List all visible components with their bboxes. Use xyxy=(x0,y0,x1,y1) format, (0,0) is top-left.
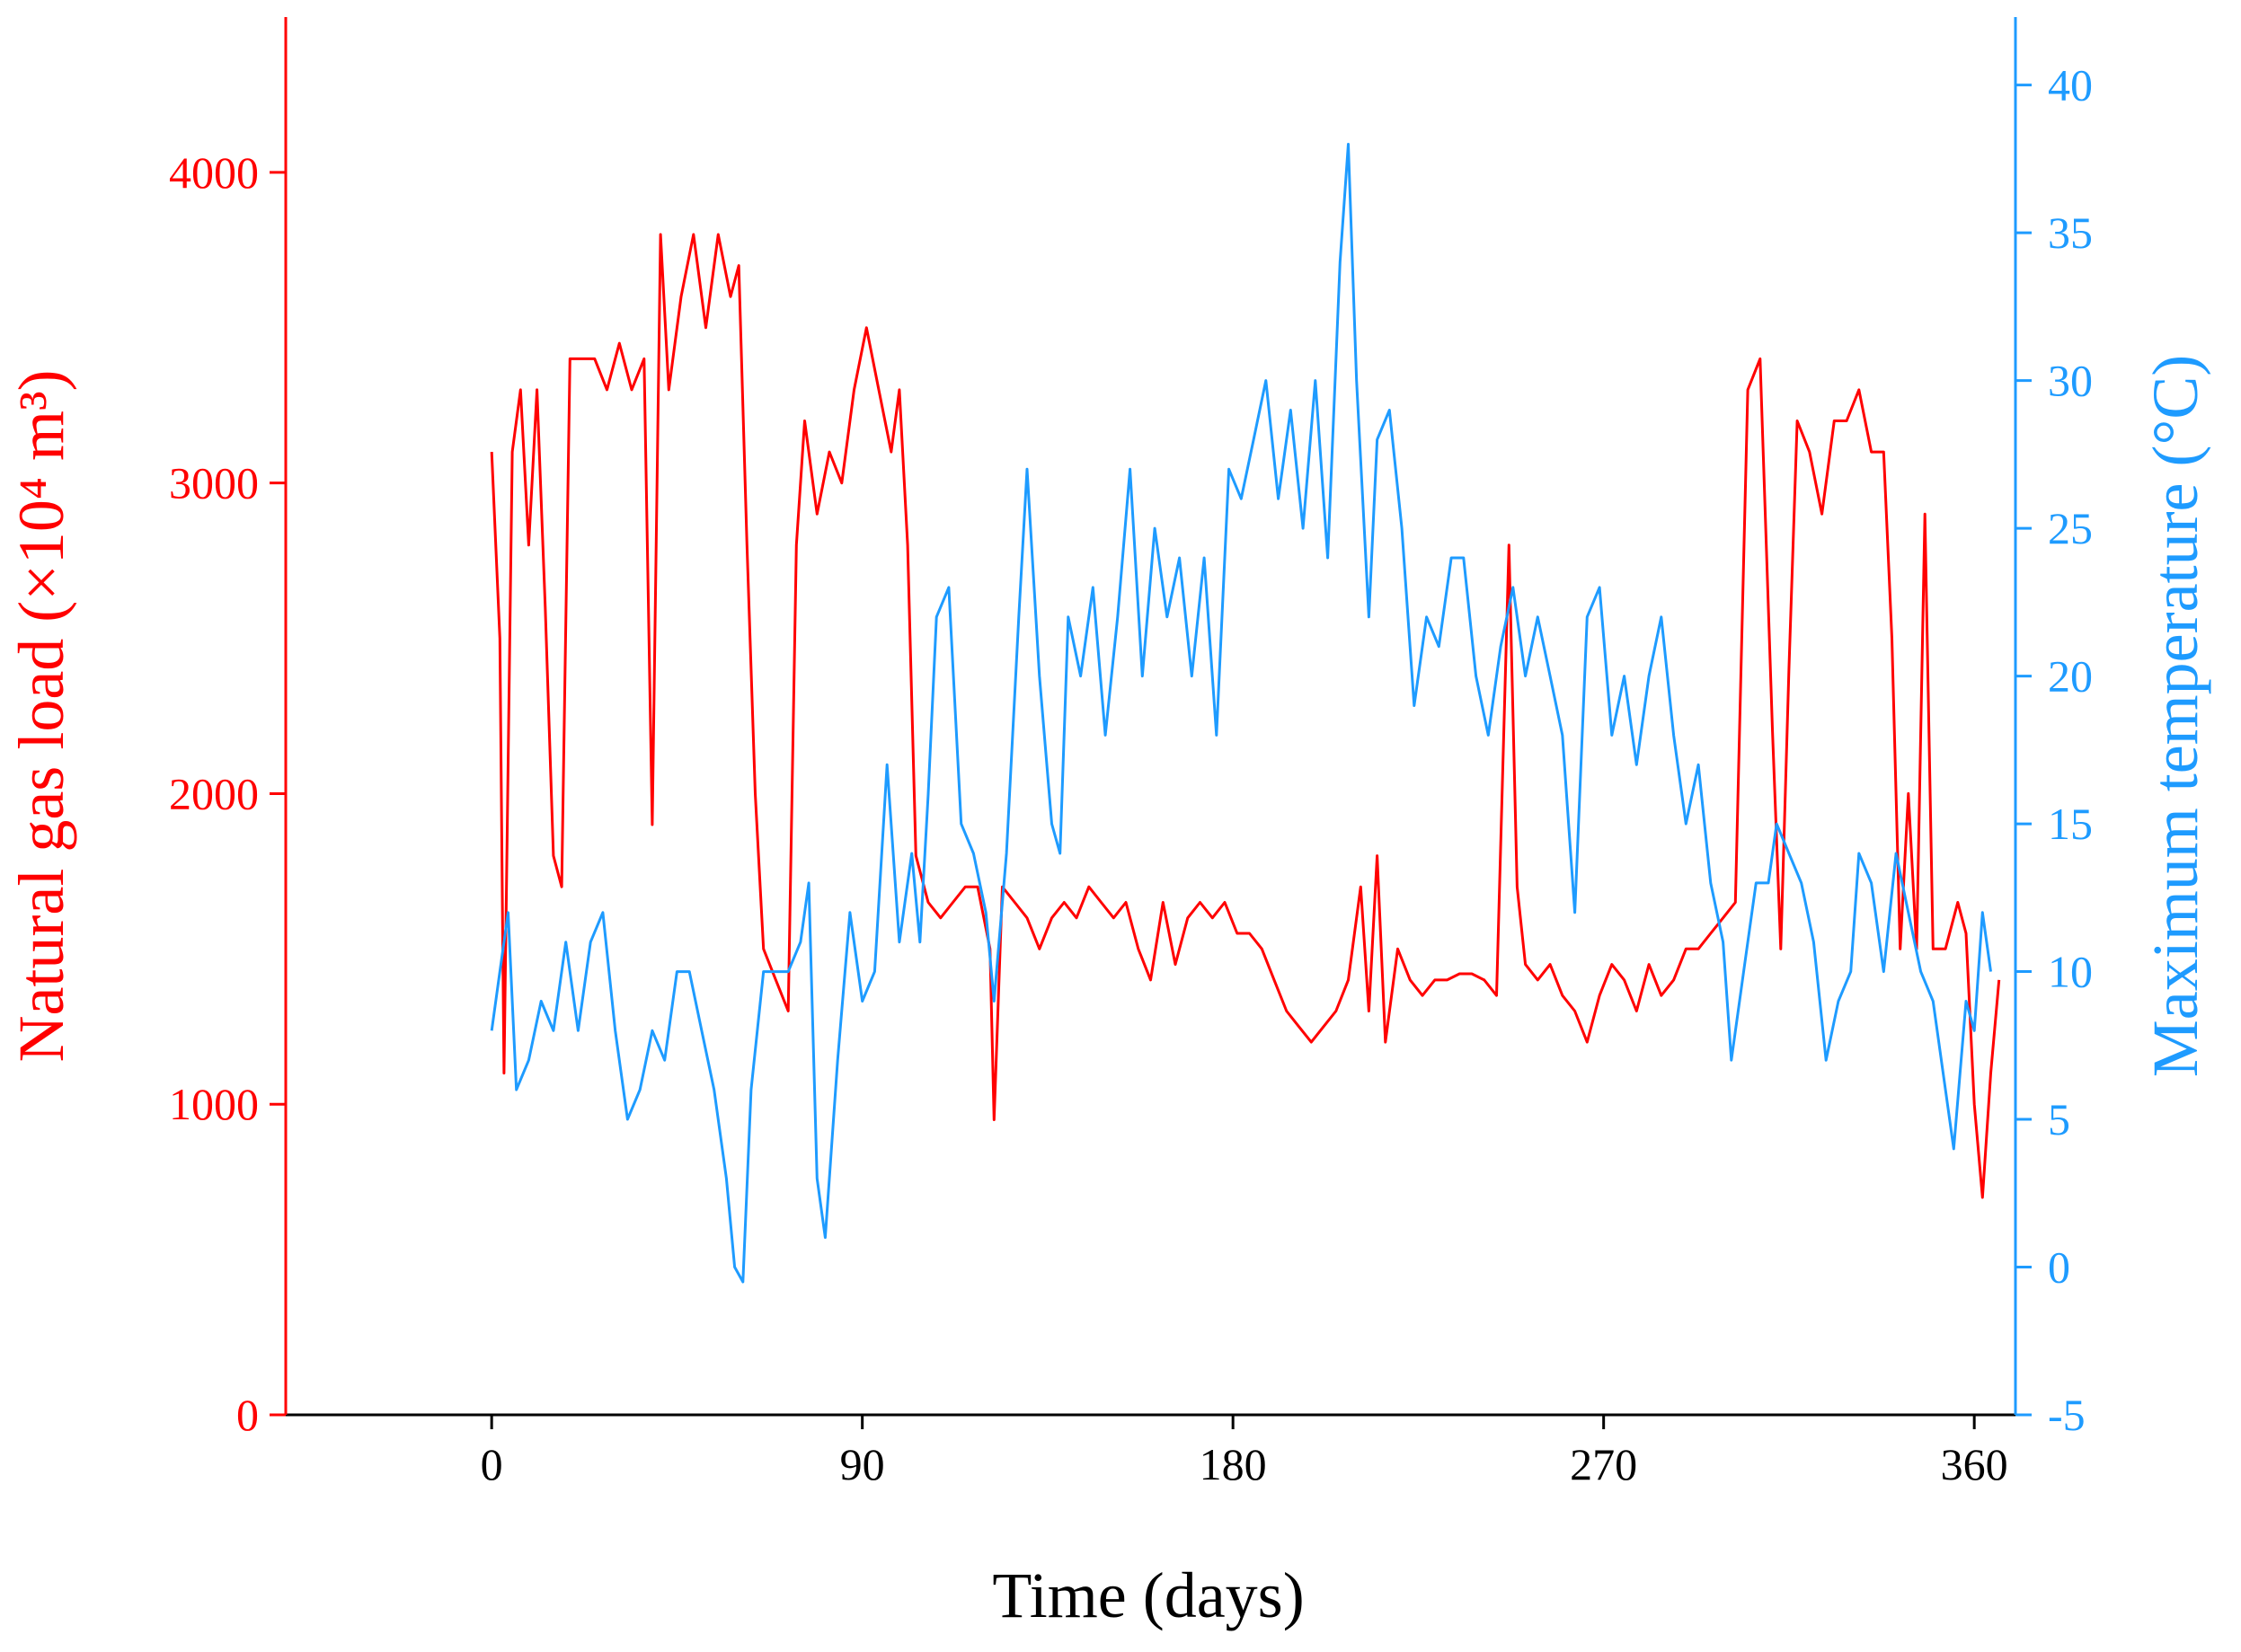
y-axis-title: Natural gas load (×10⁴ m³) xyxy=(5,369,77,1062)
y2-tick-label: 0 xyxy=(2048,1242,2070,1293)
y2-tick-label: 20 xyxy=(2048,651,2093,702)
y2-axis-title: Maximum temperature (°C) xyxy=(2139,355,2211,1078)
y2-tick-label: 5 xyxy=(2048,1094,2070,1144)
data-line xyxy=(490,143,1992,1284)
y2-tick-label: 10 xyxy=(2048,947,2093,997)
data-line xyxy=(490,233,2001,1199)
y2-tick-label: 35 xyxy=(2048,208,2093,258)
x-tick-label: 270 xyxy=(1570,1439,1637,1489)
y-tick-label: 3000 xyxy=(169,458,259,508)
y-tick-label: 0 xyxy=(236,1390,259,1440)
x-tick-label: 90 xyxy=(840,1439,885,1489)
y2-tick-label: -5 xyxy=(2048,1390,2086,1440)
y2-tick-label: 40 xyxy=(2048,60,2093,110)
y2-tick-label: 15 xyxy=(2048,799,2093,849)
x-tick-label: 180 xyxy=(1200,1439,1267,1489)
x-tick-label: 0 xyxy=(481,1439,503,1489)
y-tick-label: 1000 xyxy=(169,1079,259,1129)
y-tick-label: 4000 xyxy=(169,147,259,198)
x-tick-label: 360 xyxy=(1941,1439,2008,1489)
y2-tick-label: 30 xyxy=(2048,356,2093,406)
y-tick-label: 2000 xyxy=(169,768,259,818)
y2-tick-label: 25 xyxy=(2048,503,2093,553)
x-axis-title: Time (days) xyxy=(992,1559,1304,1631)
